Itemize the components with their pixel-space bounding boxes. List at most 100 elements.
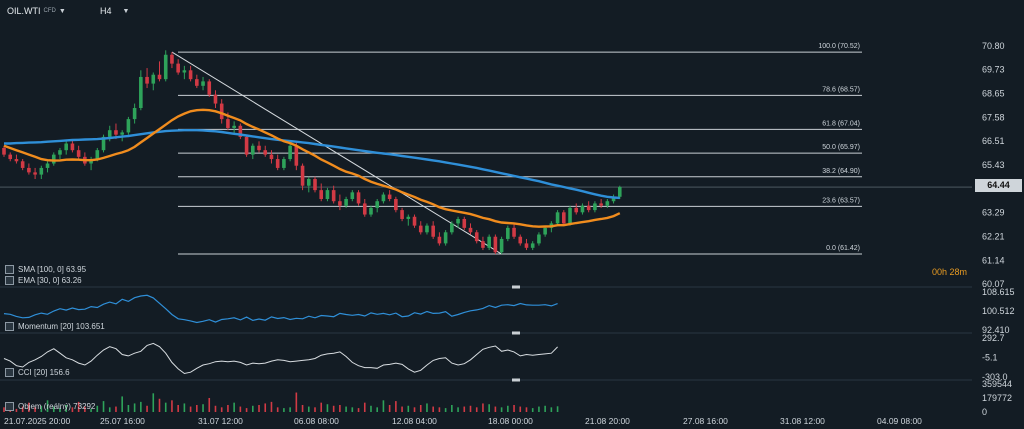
volume-bar bbox=[507, 405, 509, 412]
candle-body bbox=[487, 236, 491, 248]
fib-trendline bbox=[171, 51, 502, 255]
candle-body bbox=[537, 234, 541, 244]
volume-bar bbox=[307, 406, 310, 412]
candle-body bbox=[14, 159, 19, 162]
volume-bar bbox=[419, 404, 422, 412]
candle-body bbox=[288, 145, 292, 160]
pane-resize-handle bbox=[512, 331, 520, 335]
volume-bar bbox=[121, 396, 123, 412]
settings-icon[interactable] bbox=[5, 402, 14, 411]
candle-body bbox=[163, 54, 168, 80]
volume-bar bbox=[320, 402, 323, 412]
candle-body bbox=[238, 125, 243, 137]
candle-body bbox=[362, 203, 367, 215]
volume-bar bbox=[295, 392, 298, 412]
candle-body bbox=[257, 145, 261, 151]
volume-bar bbox=[21, 406, 24, 412]
candle-body bbox=[107, 130, 112, 137]
volume-bar bbox=[469, 405, 472, 412]
volume-bar bbox=[84, 406, 86, 412]
volume-bar bbox=[395, 401, 397, 412]
volume-bar bbox=[270, 401, 273, 412]
candle-body bbox=[580, 205, 585, 213]
candle-body bbox=[375, 201, 379, 208]
volume-bar bbox=[550, 407, 553, 412]
volume-bar bbox=[258, 404, 260, 412]
volume-bar bbox=[115, 406, 117, 412]
time-tick-label: 21.07.2025 20:00 bbox=[4, 416, 70, 426]
candle-body bbox=[101, 136, 106, 151]
volume-bar bbox=[15, 408, 18, 412]
candle-body bbox=[251, 145, 255, 155]
volume-bar bbox=[177, 404, 179, 412]
symbol-type: CFD bbox=[43, 8, 56, 14]
settings-icon[interactable] bbox=[5, 276, 14, 285]
volume-bar bbox=[332, 405, 335, 412]
price-tick-label: 68.65 bbox=[982, 89, 1005, 99]
volume-bar bbox=[158, 398, 161, 412]
candle-body bbox=[145, 76, 149, 84]
candle-body bbox=[518, 236, 523, 244]
volume-tick-label: 179772 bbox=[982, 393, 1012, 403]
ema-indicator-label[interactable]: EMA [30, 0] 63.26 bbox=[5, 276, 82, 285]
candle-body bbox=[33, 172, 37, 175]
candle-body bbox=[232, 125, 236, 128]
momentum-indicator-label[interactable]: Momentum [20] 103.651 bbox=[5, 322, 105, 331]
candle-body bbox=[524, 243, 529, 248]
candle-countdown: 00h 28m bbox=[932, 267, 967, 277]
candle-body bbox=[617, 187, 622, 197]
price-tick-label: 63.29 bbox=[982, 208, 1005, 218]
volume-bar bbox=[245, 408, 248, 412]
momentum-line bbox=[3, 294, 558, 324]
volume-bar bbox=[376, 407, 378, 412]
candle-body bbox=[437, 236, 442, 244]
momentum-label-text: Momentum [20] 103.651 bbox=[18, 322, 105, 331]
ema-line bbox=[3, 108, 621, 228]
volume-bar bbox=[407, 405, 410, 412]
candle-body bbox=[139, 76, 143, 109]
settings-icon[interactable] bbox=[5, 368, 14, 377]
volume-bar bbox=[363, 402, 366, 412]
candle-body bbox=[151, 74, 156, 84]
settings-icon[interactable] bbox=[5, 265, 14, 274]
candle-body bbox=[586, 205, 591, 211]
candle-body bbox=[269, 154, 274, 160]
candle-body bbox=[244, 136, 249, 155]
candle-body bbox=[64, 143, 68, 151]
sma-indicator-label[interactable]: SMA [100, 0] 63.95 bbox=[5, 265, 86, 274]
cci-tick-label: -5.1 bbox=[982, 352, 998, 362]
candle-body bbox=[381, 194, 386, 202]
candle-body bbox=[313, 179, 317, 191]
candle-body bbox=[356, 192, 361, 204]
volume-bar bbox=[196, 404, 198, 412]
candle-body bbox=[306, 179, 311, 186]
cci-indicator-label[interactable]: CCI [20] 156.6 bbox=[5, 368, 70, 377]
candle-body bbox=[499, 238, 504, 253]
candle-body bbox=[331, 190, 336, 202]
candle-body bbox=[170, 54, 174, 64]
candle-body bbox=[506, 227, 510, 239]
price-tick-label: 61.14 bbox=[982, 255, 1005, 265]
volume-bar bbox=[388, 404, 391, 412]
price-tick-label: 69.73 bbox=[982, 65, 1005, 75]
fib-level-label: 78.6 (68.57) bbox=[822, 86, 860, 93]
candle-body bbox=[406, 216, 411, 219]
candle-body bbox=[226, 119, 230, 128]
settings-icon[interactable] bbox=[5, 322, 14, 331]
volume-bar bbox=[102, 401, 105, 412]
candle-body bbox=[344, 199, 348, 206]
time-tick-label: 06.08 08:00 bbox=[294, 416, 339, 426]
timeframe-selector[interactable]: H4 ▼ bbox=[100, 6, 129, 16]
volume-bar bbox=[426, 403, 428, 412]
candle-body bbox=[431, 225, 435, 237]
volume-bar bbox=[208, 397, 211, 412]
volume-bar bbox=[500, 407, 503, 412]
symbol-name: OIL.WTI bbox=[7, 6, 41, 16]
fib-level-label: 0.0 (61.42) bbox=[826, 245, 860, 252]
volume-bar bbox=[494, 406, 497, 412]
volume-bar bbox=[314, 407, 316, 412]
symbol-selector[interactable]: OIL.WTI CFD ▼ bbox=[7, 6, 66, 16]
candle-body bbox=[493, 236, 498, 253]
volume-indicator-label[interactable]: Objem (reálný) 73292 bbox=[5, 402, 95, 411]
